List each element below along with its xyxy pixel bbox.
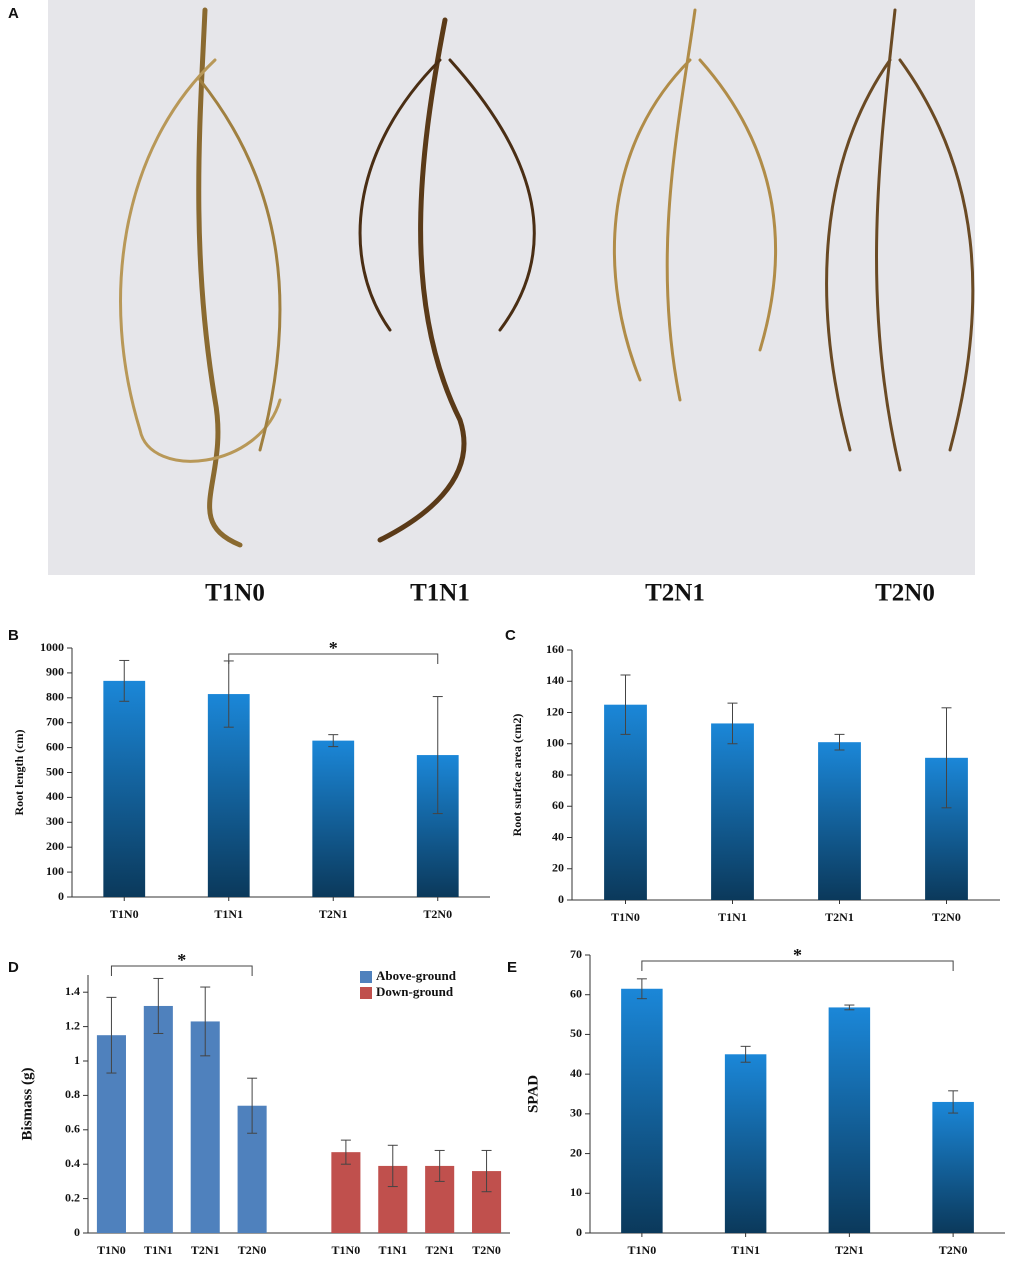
y-tick-label: 0 bbox=[58, 889, 64, 903]
significance-label: * bbox=[177, 950, 186, 970]
significance-bracket bbox=[110, 965, 253, 976]
photo-label: T1N0 bbox=[205, 580, 265, 607]
y-tick-label: 0 bbox=[74, 1225, 80, 1239]
y-tick-label: 500 bbox=[46, 764, 64, 778]
bar bbox=[190, 1021, 220, 1233]
y-tick-label: 120 bbox=[546, 704, 564, 718]
x-tick-label: T2N0 bbox=[423, 907, 452, 921]
x-tick-label: T1N1 bbox=[731, 1243, 760, 1257]
y-tick-label: 20 bbox=[552, 861, 564, 875]
y-tick-label: 160 bbox=[546, 642, 564, 656]
y-axis-label: Bismass (g) bbox=[19, 1068, 35, 1141]
y-tick-label: 60 bbox=[552, 798, 564, 812]
legend-label: Above-ground bbox=[376, 968, 457, 983]
panel-label: A bbox=[8, 5, 19, 22]
bar bbox=[932, 1101, 974, 1233]
y-tick-label: 1.4 bbox=[65, 984, 80, 998]
y-tick-label: 0 bbox=[576, 1225, 582, 1239]
legend-label: Down-ground bbox=[376, 984, 454, 999]
x-tick-label: T2N0 bbox=[472, 1243, 501, 1257]
significance-bracket bbox=[228, 653, 439, 664]
x-tick-label: T2N1 bbox=[191, 1243, 220, 1257]
y-tick-label: 400 bbox=[46, 789, 64, 803]
photo-label: T2N1 bbox=[645, 580, 705, 607]
bar bbox=[818, 742, 861, 900]
y-tick-label: 100 bbox=[546, 736, 564, 750]
y-tick-label: 0.2 bbox=[65, 1190, 80, 1204]
y-tick-label: 0 bbox=[558, 892, 564, 906]
y-tick-label: 300 bbox=[46, 814, 64, 828]
y-tick-label: 200 bbox=[46, 839, 64, 853]
x-tick-label: T1N1 bbox=[718, 910, 747, 924]
x-tick-label: T1N1 bbox=[144, 1243, 173, 1257]
y-tick-label: 0.4 bbox=[65, 1156, 80, 1170]
x-tick-label: T1N1 bbox=[214, 907, 243, 921]
photo bbox=[48, 0, 975, 575]
y-axis-label: SPAD bbox=[525, 1075, 541, 1113]
bar bbox=[207, 694, 250, 897]
x-tick-label: T1N1 bbox=[378, 1243, 407, 1257]
x-tick-label: T1N0 bbox=[628, 1243, 657, 1257]
legend-swatch bbox=[360, 987, 372, 999]
y-tick-label: 50 bbox=[570, 1026, 582, 1040]
y-tick-label: 1 bbox=[74, 1053, 80, 1067]
y-axis-label: Root surface area (cm2) bbox=[510, 714, 524, 837]
significance-label: * bbox=[793, 945, 802, 965]
y-tick-label: 700 bbox=[46, 714, 64, 728]
y-tick-label: 0.6 bbox=[65, 1122, 80, 1136]
y-tick-label: 60 bbox=[570, 986, 582, 1000]
x-tick-label: T1N0 bbox=[110, 907, 139, 921]
bar bbox=[331, 1152, 361, 1233]
x-tick-label: T1N0 bbox=[332, 1243, 361, 1257]
y-tick-label: 70 bbox=[570, 947, 582, 961]
y-tick-label: 40 bbox=[552, 829, 564, 843]
x-tick-label: T1N0 bbox=[611, 910, 640, 924]
x-tick-label: T2N1 bbox=[835, 1243, 864, 1257]
bar bbox=[711, 723, 754, 900]
x-tick-label: T2N1 bbox=[425, 1243, 454, 1257]
x-tick-label: T2N1 bbox=[319, 907, 348, 921]
y-tick-label: 1.2 bbox=[65, 1018, 80, 1032]
x-tick-label: T2N1 bbox=[825, 910, 854, 924]
roots bbox=[119, 7, 975, 548]
legend-swatch bbox=[360, 971, 372, 983]
x-tick-label: T1N0 bbox=[97, 1243, 126, 1257]
y-axis-label: Root length (cm) bbox=[12, 730, 26, 816]
y-tick-label: 140 bbox=[546, 673, 564, 687]
x-tick-label: T2N0 bbox=[939, 1243, 968, 1257]
y-tick-label: 40 bbox=[570, 1066, 582, 1080]
bar bbox=[312, 740, 355, 897]
bar bbox=[724, 1054, 767, 1233]
panel-label: B bbox=[8, 627, 19, 644]
bar bbox=[828, 1007, 871, 1233]
x-tick-label: T2N0 bbox=[932, 910, 961, 924]
y-tick-label: 20 bbox=[570, 1145, 582, 1159]
y-tick-label: 10 bbox=[570, 1185, 582, 1199]
photo-label: T1N1 bbox=[410, 580, 470, 607]
y-tick-label: 900 bbox=[46, 665, 64, 679]
panel-label: C bbox=[505, 627, 516, 644]
panel-label: E bbox=[507, 959, 517, 976]
y-tick-label: 800 bbox=[46, 690, 64, 704]
significance-bracket bbox=[641, 960, 954, 971]
y-tick-label: 600 bbox=[46, 739, 64, 753]
x-tick-label: T2N0 bbox=[238, 1243, 267, 1257]
y-tick-label: 0.8 bbox=[65, 1087, 80, 1101]
panel-label: D bbox=[8, 959, 19, 976]
photo-label: T2N0 bbox=[875, 580, 935, 607]
bar bbox=[621, 988, 663, 1233]
bar bbox=[604, 704, 647, 900]
y-tick-label: 1000 bbox=[40, 640, 64, 654]
significance-label: * bbox=[329, 638, 338, 658]
bar bbox=[103, 680, 146, 897]
y-tick-label: 100 bbox=[46, 864, 64, 878]
y-tick-label: 30 bbox=[570, 1106, 582, 1120]
y-tick-label: 80 bbox=[552, 767, 564, 781]
bar bbox=[143, 1005, 173, 1233]
